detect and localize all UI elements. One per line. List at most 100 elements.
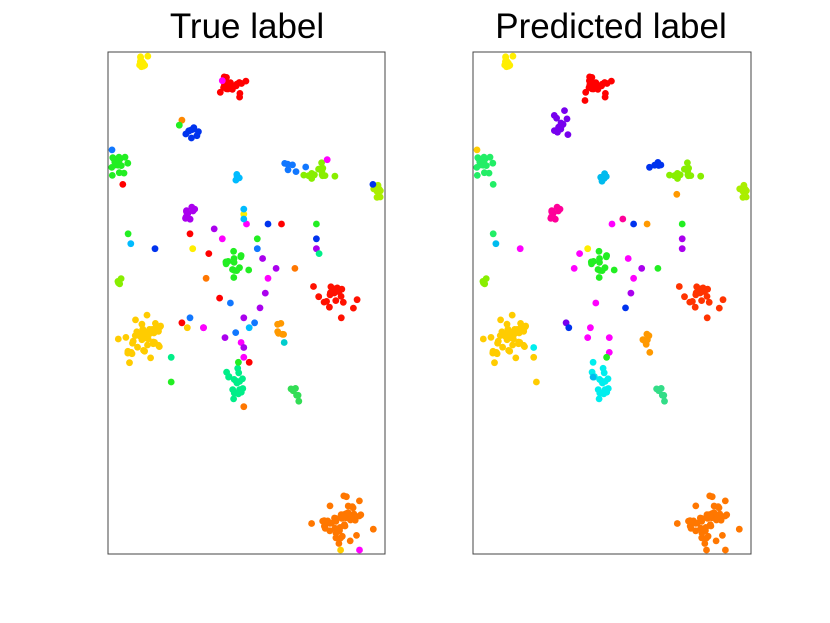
scatter-point: [533, 378, 540, 386]
scatter-point: [186, 230, 194, 238]
cluster-point: [494, 339, 501, 347]
cluster-point: [377, 187, 384, 195]
scatter-point: [603, 353, 610, 361]
cluster-point: [601, 264, 609, 272]
cluster-point: [147, 328, 154, 336]
cluster-point: [114, 335, 122, 343]
cluster-point: [338, 532, 346, 540]
cluster-point: [691, 303, 699, 311]
scatter-point: [243, 220, 250, 228]
cluster-point: [348, 503, 356, 511]
scatter-point: [221, 334, 229, 341]
cluster-point: [189, 207, 197, 215]
cluster-point: [292, 168, 300, 176]
cluster-point: [684, 159, 691, 167]
scatter-point: [232, 329, 240, 336]
scatter-point: [630, 274, 637, 282]
cluster-point: [491, 359, 498, 367]
cluster-point: [293, 391, 300, 399]
cluster-point: [131, 332, 139, 339]
cluster-point: [480, 153, 488, 161]
cluster-point: [661, 397, 668, 405]
cluster-point: [308, 170, 316, 177]
scatter-point: [369, 181, 377, 188]
cluster-point: [141, 328, 149, 336]
cluster-point: [235, 369, 243, 377]
cluster-point: [141, 347, 149, 355]
cluster-point: [555, 123, 562, 131]
cluster-point: [340, 492, 348, 500]
cluster-point: [124, 159, 132, 167]
cluster-point: [124, 347, 132, 355]
scatter-point: [678, 220, 686, 228]
cluster-point: [331, 285, 339, 293]
cluster-point: [327, 289, 334, 297]
cluster-point: [231, 267, 238, 274]
cluster-point: [144, 335, 152, 343]
cluster-point: [236, 264, 243, 272]
scatter-point: [119, 181, 127, 188]
cluster-point: [487, 334, 495, 341]
cluster-point: [230, 247, 238, 255]
cluster-point: [373, 193, 381, 201]
scatter-point: [627, 289, 635, 297]
cluster-point: [701, 540, 709, 547]
cluster-point: [601, 79, 609, 86]
cluster-point: [230, 255, 238, 262]
scatter-point: [178, 116, 186, 124]
cluster-point: [115, 279, 122, 287]
cluster-point: [715, 304, 723, 312]
cluster-point: [504, 62, 512, 70]
cluster-point: [674, 175, 681, 182]
cluster-point: [510, 335, 517, 343]
cluster-point: [149, 340, 157, 348]
scatter-point: [584, 334, 592, 341]
scatter-point: [489, 230, 497, 238]
scatter-point: [240, 314, 248, 322]
cluster-point: [554, 207, 562, 215]
cluster-point: [229, 386, 237, 393]
cluster-point: [595, 274, 603, 281]
cluster-point: [600, 390, 608, 398]
scatter-point: [581, 97, 589, 104]
cluster-point: [723, 511, 731, 519]
cluster-point: [651, 161, 659, 169]
cluster-point: [610, 266, 618, 274]
scatter-point: [251, 319, 258, 327]
cluster-point: [594, 386, 602, 393]
cluster-point: [735, 525, 743, 533]
cluster-point: [120, 169, 128, 177]
scatter-point: [678, 235, 686, 243]
cluster-point: [697, 172, 705, 180]
true-label-panel: True label: [107, 7, 386, 555]
cluster-point: [369, 525, 377, 533]
scatter-point: [264, 274, 272, 282]
cluster-point: [706, 492, 714, 500]
cluster-point: [134, 343, 141, 351]
cluster-point: [497, 316, 504, 324]
cluster-point: [235, 79, 243, 86]
cluster-point: [604, 385, 612, 392]
cluster-point: [489, 347, 497, 355]
cluster-point: [155, 341, 162, 349]
scatter-point: [240, 353, 248, 361]
cluster-point: [673, 520, 681, 527]
cluster-point: [506, 328, 514, 336]
scatter-point: [178, 319, 186, 327]
cluster-point: [232, 176, 240, 184]
cluster-point: [658, 391, 666, 399]
cluster-point: [698, 297, 705, 304]
cluster-point: [340, 512, 348, 519]
scatter-point: [673, 190, 681, 198]
cluster-point: [563, 115, 571, 123]
cluster-point: [144, 341, 151, 349]
scatter-point: [127, 240, 135, 248]
scatter-point: [240, 403, 248, 411]
cluster-point: [692, 502, 700, 510]
cluster-point: [224, 258, 232, 265]
scatter-point: [210, 225, 218, 233]
cluster-point: [473, 164, 481, 171]
scatter-point: [646, 349, 654, 356]
cluster-point: [739, 193, 747, 201]
